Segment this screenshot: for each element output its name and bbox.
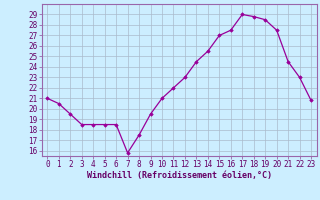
X-axis label: Windchill (Refroidissement éolien,°C): Windchill (Refroidissement éolien,°C) xyxy=(87,171,272,180)
